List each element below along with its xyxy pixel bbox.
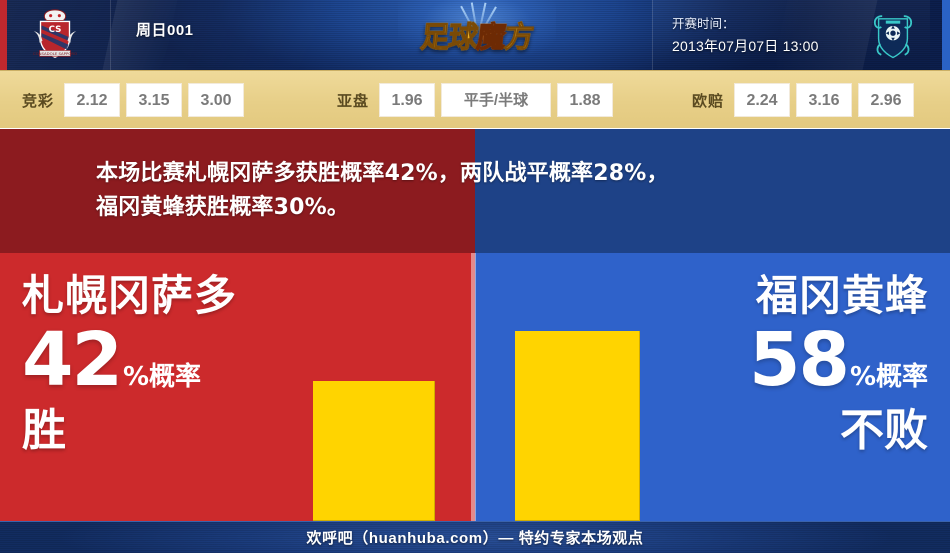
header-separator-right (652, 0, 653, 70)
bar-away-probability (515, 331, 640, 521)
bar-home-probability (313, 381, 435, 521)
kickoff-label: 开赛时间： (672, 17, 735, 31)
home-percent-row: 42 %概率 (22, 317, 322, 403)
home-percent-unit: %概率 (122, 362, 202, 392)
away-percent-row: 58 %概率 (618, 317, 928, 403)
odds-group-european: 欧赔 2.24 3.16 2.96 (692, 71, 915, 129)
header-separator-left (110, 0, 111, 70)
svg-text:CS: CS (49, 25, 62, 35)
svg-text:CONSADOLE SAPPORO: CONSADOLE SAPPORO (33, 51, 77, 56)
brand-logo-text: 足球魔方 (418, 14, 535, 56)
home-percent-value: 42 (22, 317, 123, 403)
header-edge-accent-blue (942, 0, 950, 70)
kickoff-value: 2013年07月07日 13:00 (672, 38, 819, 54)
brand-logo-part1: 足球 (418, 19, 479, 54)
summary-banner: 本场比赛札幌冈萨多获胜概率42%，两队战平概率28%， 福冈黄蜂获胜概率30%。 (0, 129, 950, 253)
chart-divider (471, 253, 476, 521)
away-team-crest-icon (873, 15, 913, 59)
odds-group-label: 亚盘 (337, 92, 370, 110)
header-edge-accent-red (0, 0, 7, 70)
away-percent-value: 58 (748, 317, 850, 403)
brand-logo: 足球魔方 (398, 0, 556, 70)
odds-cell-away[interactable]: 3.00 (188, 83, 245, 117)
odds-group-label: 竞彩 (22, 92, 55, 110)
match-number: 周日001 (136, 22, 194, 39)
odds-cell-handicap[interactable]: 平手/半球 (441, 83, 552, 117)
summary-text: 本场比赛札幌冈萨多获胜概率42%，两队战平概率28%， 福冈黄蜂获胜概率30%。 (0, 129, 950, 253)
home-team-crest-icon: CS CONSADOLE SAPPORO (33, 9, 77, 58)
home-stats-block: 札幌冈萨多 42 %概率 胜 (22, 253, 322, 453)
odds-cell-draw[interactable]: 3.15 (126, 83, 183, 117)
summary-line-2: 福冈黄蜂获胜概率30%。 (96, 195, 350, 220)
away-team-name: 福冈黄蜂 (755, 271, 928, 320)
brand-logo-part2: 魔 (474, 19, 507, 54)
home-team-name: 札幌冈萨多 (22, 271, 238, 320)
home-outcome-label: 胜 (22, 405, 66, 457)
footer-credit-text: 欢呼吧（huanhuba.com）— 特约专家本场观点 (306, 530, 644, 547)
away-outcome-label: 不败 (840, 405, 928, 457)
odds-cell-away[interactable]: 2.96 (858, 83, 915, 117)
odds-cell-home[interactable]: 1.96 (379, 83, 436, 117)
brand-logo-part3: 方 (502, 19, 535, 54)
odds-group-jingcai: 竞彩 2.12 3.15 3.00 (22, 71, 245, 129)
odds-cell-home[interactable]: 2.12 (64, 83, 121, 117)
odds-cell-draw[interactable]: 3.16 (796, 83, 853, 117)
footer-bar: 欢呼吧（huanhuba.com）— 特约专家本场观点 (0, 521, 950, 553)
odds-group-label: 欧赔 (692, 92, 725, 110)
odds-group-asian-handicap: 亚盘 1.96 平手/半球 1.88 (337, 71, 614, 129)
away-stats-block: 福冈黄蜂 58 %概率 不败 (618, 253, 928, 453)
summary-half-away (475, 129, 950, 253)
summary-line-1: 本场比赛札幌冈萨多获胜概率42%，两队战平概率28%， (96, 160, 669, 186)
odds-cell-away[interactable]: 1.88 (557, 83, 614, 117)
probability-chart: 札幌冈萨多 42 %概率 胜 福冈黄蜂 58 %概率 不败 (0, 253, 950, 521)
away-percent-unit: %概率 (849, 362, 928, 392)
odds-cell-home[interactable]: 2.24 (734, 83, 791, 117)
summary-half-home (0, 129, 475, 253)
odds-bar: 竞彩 2.12 3.15 3.00 亚盘 1.96 平手/半球 1.88 欧赔 … (0, 70, 950, 128)
